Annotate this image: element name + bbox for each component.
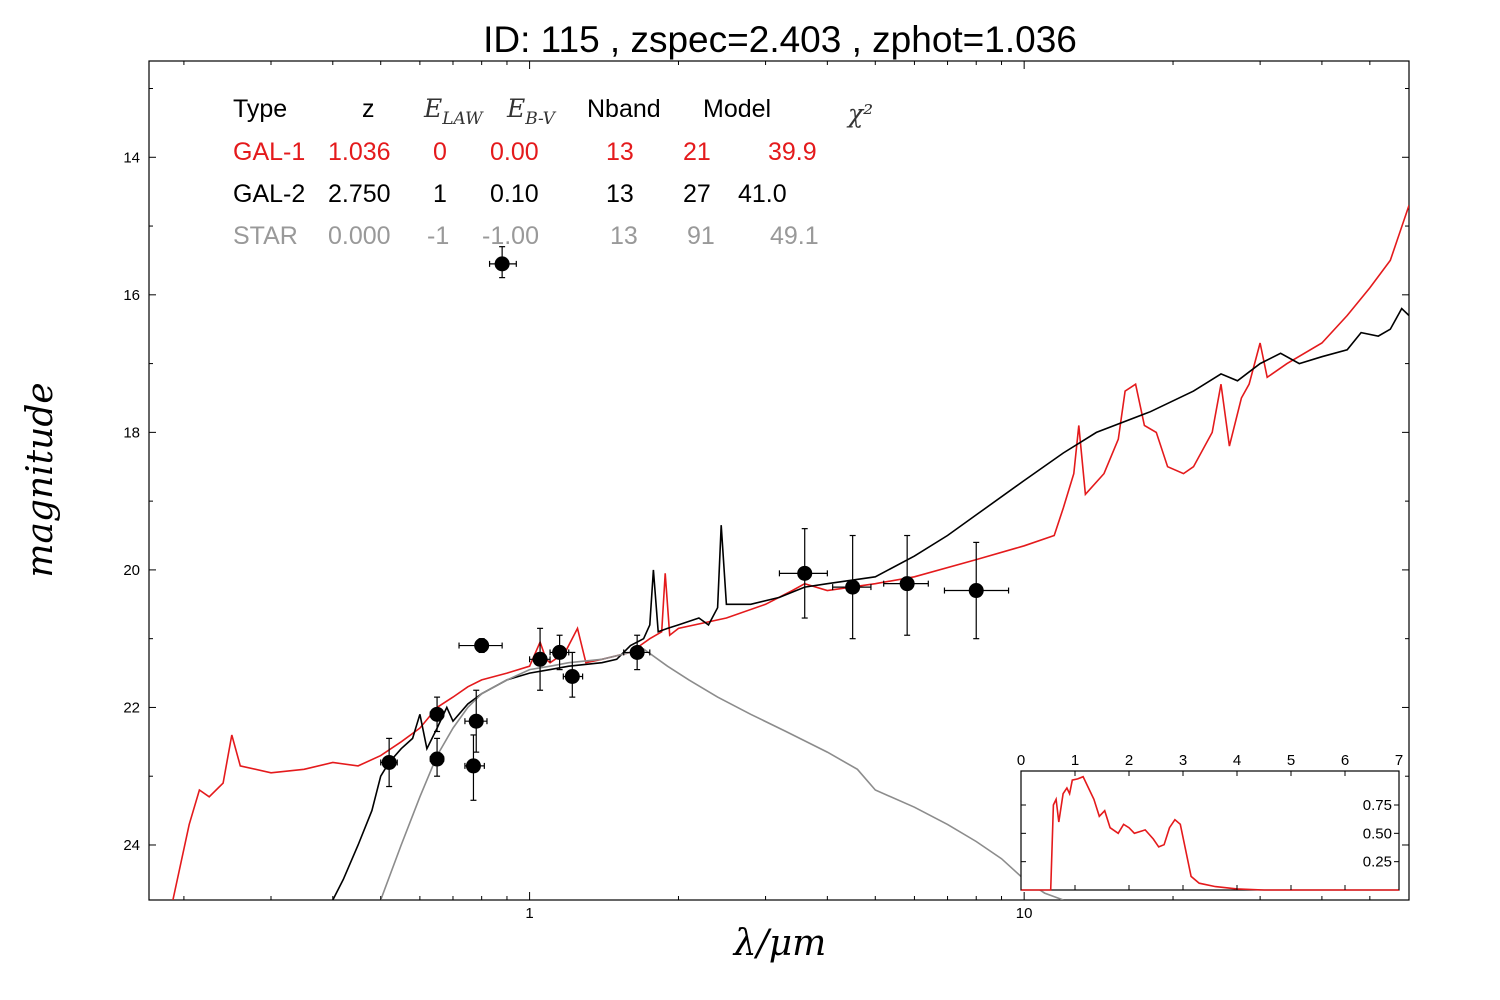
data-point-marker (465, 758, 481, 774)
y-tick-label: 20 (123, 562, 140, 579)
data-point (429, 696, 445, 733)
data-point-marker (552, 644, 568, 660)
x-axis-label: λ/μm (732, 923, 826, 964)
series-line-2 (332, 307, 1409, 900)
table-cell: 2.750 (328, 180, 391, 208)
x-tick-label: 10 (1016, 905, 1033, 922)
data-point (488, 246, 517, 279)
inset-y-tick-label: 0.25 (1363, 854, 1392, 871)
table-row: GAL-2 2.750 1 0.10 13 27 41.0 (233, 180, 787, 208)
data-point-marker (797, 565, 813, 581)
data-point (429, 737, 445, 777)
inset-curve-layer (1021, 775, 1399, 891)
inset-y-tick-label: 0.75 (1363, 797, 1392, 814)
table-cell: 0.10 (490, 180, 539, 208)
inset-x-tick-label: 5 (1287, 752, 1295, 769)
table-cell: 13 (606, 138, 634, 166)
filter-inset: 0 1 2 3 4 5 6 7 0.25 0.50 0.75 (1017, 752, 1403, 891)
data-point (943, 541, 1010, 640)
data-point-marker (494, 256, 510, 272)
data-point-marker (381, 754, 397, 770)
data-point (832, 534, 872, 640)
table-cell: 13 (610, 222, 638, 250)
data-point (549, 634, 570, 671)
table-cell: 21 (683, 138, 711, 166)
data-point (883, 534, 929, 636)
table-cell: 0 (433, 138, 447, 166)
table-header: Model (703, 95, 771, 123)
data-point (623, 634, 651, 671)
x-ticks: 1 10 (183, 61, 1410, 922)
data-point (562, 651, 584, 698)
data-point-marker (899, 576, 915, 592)
data-point (528, 627, 551, 691)
y-axis-label: magnitude (20, 382, 61, 577)
data-point-marker (429, 751, 445, 767)
table-cell: 41.0 (738, 180, 787, 208)
y-tick-label: 14 (123, 149, 140, 166)
table-header: χ² (846, 99, 873, 128)
y-tick-label: 24 (123, 837, 140, 854)
table-cell: 0.000 (328, 222, 391, 250)
table-cell: -1 (427, 222, 449, 250)
table-cell: GAL-2 (233, 180, 305, 208)
table-cell: STAR (233, 222, 298, 250)
data-point (458, 638, 503, 654)
inset-x-tick-label: 0 (1017, 752, 1025, 769)
table-header: z (362, 95, 375, 123)
data-point-marker (429, 706, 445, 722)
table-row: GAL-1 1.036 0 0.00 13 21 39.9 (233, 138, 817, 166)
table-row: STAR 0.000 -1 -1.00 13 91 49.1 (233, 222, 819, 250)
data-point (778, 528, 828, 619)
inset-x-tick-label: 3 (1179, 752, 1187, 769)
series-layer (172, 205, 1409, 900)
data-point-marker (968, 583, 984, 599)
table-cell: 1 (433, 180, 447, 208)
table-cell: GAL-1 (233, 138, 305, 166)
data-points-layer (380, 246, 1010, 801)
inset-x-tick-label: 6 (1341, 752, 1349, 769)
table-header: Type (233, 95, 287, 123)
table-cell: 1.036 (328, 138, 391, 166)
x-tick-label: 1 (525, 905, 533, 922)
inset-frame (1020, 770, 1400, 891)
table-cell: 13 (606, 180, 634, 208)
table-cell: 0.00 (490, 138, 539, 166)
data-point (380, 737, 398, 788)
inset-x-tick-label: 4 (1233, 752, 1241, 769)
inset-x-tick-label: 1 (1071, 752, 1079, 769)
y-tick-label: 18 (123, 424, 140, 441)
inset-curve (1021, 775, 1399, 891)
table-cell: -1.00 (482, 222, 539, 250)
table-header: Nband (587, 95, 661, 123)
inset-y-tick-label: 0.50 (1363, 825, 1392, 842)
table-cell: 39.9 (768, 138, 817, 166)
inset-ticks: 0 1 2 3 4 5 6 7 0.25 0.50 0.75 (1017, 752, 1403, 890)
chart-title: ID: 115 , zspec=2.403 , zphot=1.036 (483, 19, 1077, 60)
series-line-3 (379, 648, 1064, 900)
data-point-marker (474, 638, 490, 654)
data-point-marker (629, 644, 645, 660)
inset-x-tick-label: 2 (1125, 752, 1133, 769)
series-line-1 (172, 205, 1409, 900)
data-point-marker (532, 651, 548, 667)
data-point-marker (845, 579, 861, 595)
table-cell: 49.1 (770, 222, 819, 250)
plot-frame (148, 60, 1410, 901)
data-point-marker (468, 713, 484, 729)
table-cell: 91 (687, 222, 715, 250)
data-point-marker (564, 668, 580, 684)
table-cell: 27 (683, 180, 711, 208)
data-point (464, 689, 488, 753)
y-tick-label: 22 (123, 699, 140, 716)
data-point (464, 734, 485, 801)
inset-x-tick-label: 7 (1395, 752, 1403, 769)
y-tick-label: 16 (123, 287, 140, 304)
